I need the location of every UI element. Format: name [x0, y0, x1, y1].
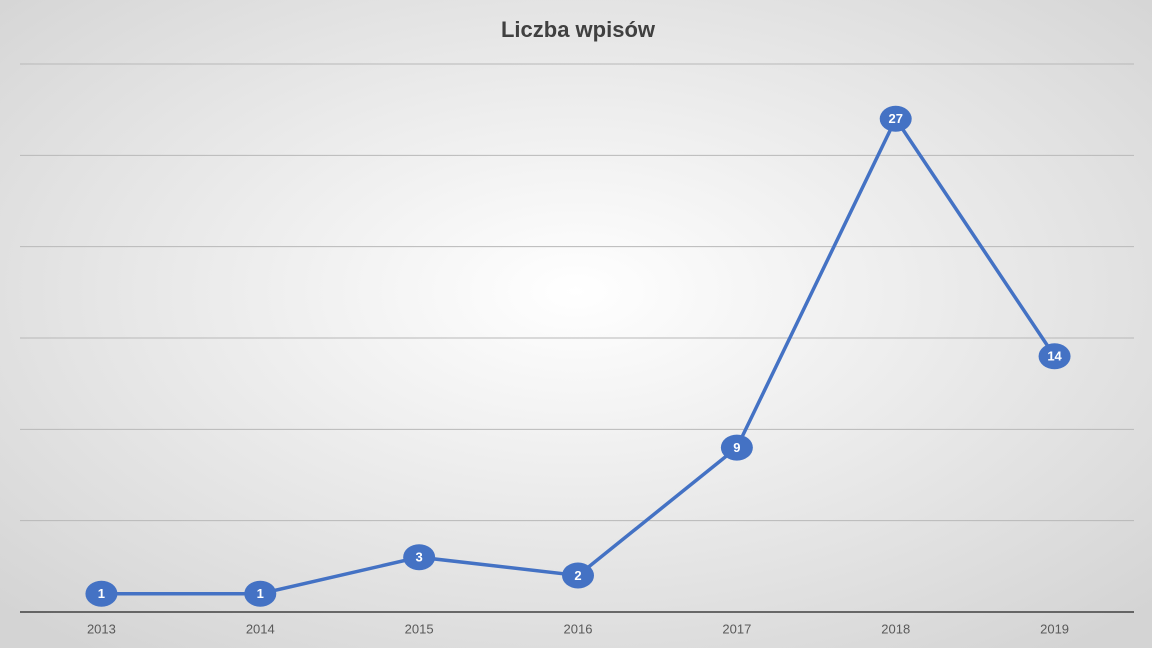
- chart-title: Liczba wpisów: [501, 17, 656, 42]
- data-label: 9: [733, 440, 740, 455]
- x-tick-label: 2017: [722, 621, 751, 636]
- marker: [562, 562, 594, 589]
- marker: [244, 580, 277, 607]
- marker: [720, 434, 753, 461]
- x-tick-label: 2014: [246, 621, 275, 636]
- x-tick-label: 2013: [87, 621, 116, 636]
- data-label: 3: [416, 550, 423, 565]
- x-tick-label: 2018: [881, 621, 910, 636]
- data-label: 27: [888, 111, 902, 126]
- marker: [403, 544, 436, 571]
- data-label: 1: [98, 586, 105, 601]
- data-label: 1: [257, 586, 264, 601]
- marker: [1038, 343, 1071, 370]
- x-tick-label: 2019: [1040, 621, 1069, 636]
- x-tick-label: 2015: [405, 621, 434, 636]
- data-label: 14: [1047, 349, 1062, 364]
- data-label: 2: [574, 568, 581, 583]
- marker: [85, 580, 118, 607]
- marker: [879, 105, 912, 132]
- x-tick-label: 2016: [564, 621, 593, 636]
